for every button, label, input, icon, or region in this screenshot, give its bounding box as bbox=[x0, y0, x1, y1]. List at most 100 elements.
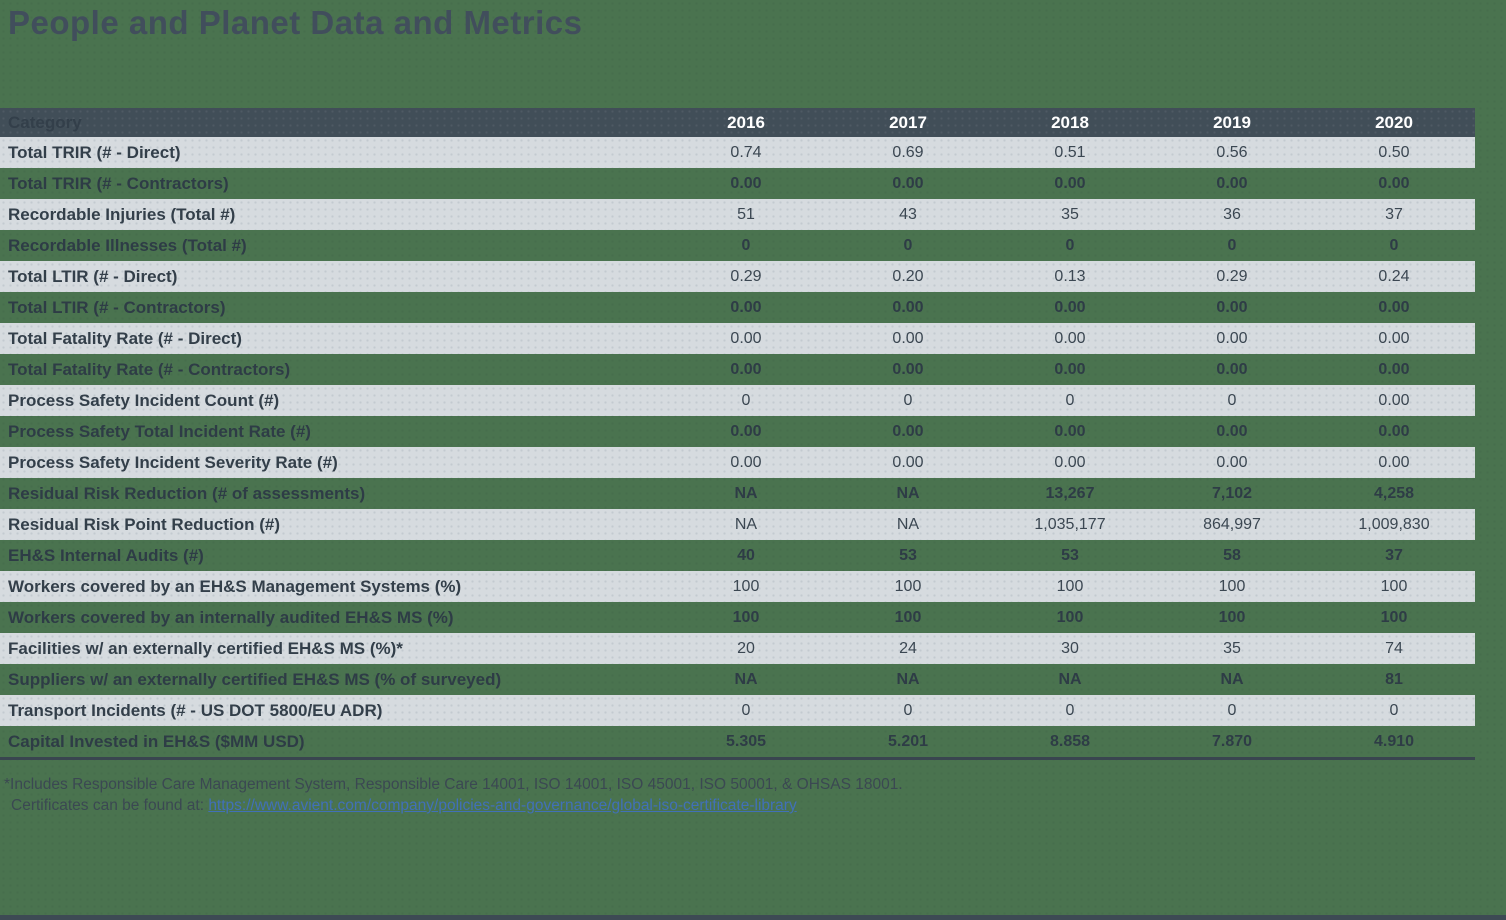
row-value-cell: 4,258 bbox=[1373, 484, 1415, 502]
row-value-cell: NA bbox=[896, 670, 920, 688]
table-body: Total TRIR (# - Direct) 0.74 0.69 0.51 0.56 0… bbox=[0, 137, 1475, 760]
row-value-cell: 0.13 bbox=[1054, 267, 1086, 285]
row-value-cell: 0 bbox=[903, 391, 913, 409]
row-value-cell: 24 bbox=[899, 639, 917, 657]
row-category-label: Process Safety Incident Severity Rate (#… bbox=[8, 452, 338, 472]
row-value-cell: 0 bbox=[1065, 236, 1075, 254]
row-value-cell: 35 bbox=[1061, 205, 1079, 223]
row-value-cell: 0.00 bbox=[1216, 360, 1248, 378]
certificate-library-link[interactable]: https://www.avient.com/company/policies-… bbox=[208, 797, 797, 814]
row-value-cell: 8.858 bbox=[1049, 732, 1091, 750]
row-value-cell: 0.00 bbox=[1216, 422, 1248, 440]
table-row: Recordable Illnesses (Total #) 0 0 0 0 0 bbox=[0, 230, 1475, 261]
row-value-cell: 7,102 bbox=[1211, 484, 1253, 502]
row-value-cell: 0.00 bbox=[892, 174, 924, 192]
column-header-year: 2018 bbox=[1051, 112, 1089, 132]
row-value-cell: NA bbox=[896, 515, 920, 533]
row-value-cell: 100 bbox=[1380, 577, 1408, 595]
row-value-cell: NA bbox=[896, 484, 920, 502]
row-value-cell: 0.00 bbox=[1054, 298, 1086, 316]
row-category-label: Facilities w/ an externally certified EH… bbox=[8, 638, 403, 658]
footnote-line2: Certificates can be found at: https://ww… bbox=[4, 795, 903, 816]
row-value-cell: 0.00 bbox=[1054, 329, 1086, 347]
row-value-cell: 0.56 bbox=[1216, 143, 1248, 161]
row-value-cell: 100 bbox=[1056, 608, 1084, 626]
row-value-cell: 100 bbox=[1218, 608, 1246, 626]
row-value-cell: 864,997 bbox=[1203, 515, 1261, 533]
row-value-cell: 51 bbox=[737, 205, 755, 223]
column-header-year: 2017 bbox=[889, 112, 927, 132]
table-row: Recordable Injuries (Total #) 51 43 35 36 37 bbox=[0, 199, 1475, 230]
table-row: Process Safety Total Incident Rate (#) 0.… bbox=[0, 416, 1475, 447]
table-row: Capital Invested in EH&S ($MM USD) 5.305 5… bbox=[0, 726, 1475, 757]
row-value-cell: 0.00 bbox=[1216, 174, 1248, 192]
row-value-cell: 0.29 bbox=[1216, 267, 1248, 285]
row-value-cell: 0.51 bbox=[1054, 143, 1086, 161]
column-header-category: Category bbox=[8, 112, 82, 132]
row-category-label: Process Safety Total Incident Rate (#) bbox=[8, 421, 311, 441]
row-value-cell: 0.00 bbox=[1378, 391, 1410, 409]
row-value-cell: 0 bbox=[1065, 701, 1075, 719]
row-value-cell: 0 bbox=[1065, 391, 1075, 409]
row-value-cell: 0.74 bbox=[730, 143, 762, 161]
row-value-cell: 0.50 bbox=[1378, 143, 1410, 161]
row-category-label: Total TRIR (# - Contractors) bbox=[8, 173, 229, 193]
row-category-label: Total Fatality Rate (# - Contractors) bbox=[8, 359, 291, 379]
row-value-cell: 0.00 bbox=[1378, 298, 1410, 316]
row-value-cell: 0 bbox=[1227, 391, 1237, 409]
row-value-cell: 0.00 bbox=[1378, 453, 1410, 471]
row-value-cell: 0.00 bbox=[730, 422, 762, 440]
row-value-cell: 37 bbox=[1385, 546, 1403, 564]
row-value-cell: 0 bbox=[1389, 236, 1399, 254]
row-category-label: Workers covered by an EH&S Management Sy… bbox=[8, 576, 462, 596]
row-value-cell: 0.00 bbox=[1216, 298, 1248, 316]
row-value-cell: 0.00 bbox=[1378, 422, 1410, 440]
row-value-cell: NA bbox=[1220, 670, 1244, 688]
row-value-cell: 0.00 bbox=[1378, 329, 1410, 347]
row-category-label: Residual Risk Reduction (# of assessment… bbox=[8, 483, 366, 503]
row-value-cell: 0.00 bbox=[1216, 453, 1248, 471]
row-value-cell: 0.29 bbox=[730, 267, 762, 285]
row-value-cell: 5.305 bbox=[725, 732, 767, 750]
row-value-cell: 100 bbox=[732, 577, 760, 595]
row-value-cell: 0.00 bbox=[730, 298, 762, 316]
page-title: People and Planet Data and Metrics bbox=[8, 4, 583, 41]
row-category-label: Suppliers w/ an externally certified EH&… bbox=[8, 669, 502, 689]
row-value-cell: 0.00 bbox=[892, 298, 924, 316]
row-value-cell: 0.00 bbox=[1378, 360, 1410, 378]
row-value-cell: 0 bbox=[741, 701, 751, 719]
row-category-label: Total TRIR (# - Direct) bbox=[8, 142, 181, 162]
row-value-cell: 0 bbox=[741, 236, 751, 254]
row-value-cell: 100 bbox=[894, 608, 922, 626]
row-category-label: Total LTIR (# - Contractors) bbox=[8, 297, 226, 317]
row-value-cell: 58 bbox=[1223, 546, 1241, 564]
row-value-cell: 0.00 bbox=[730, 174, 762, 192]
row-value-cell: 36 bbox=[1223, 205, 1241, 223]
table-row: EH&S Internal Audits (#) 40 53 53 58 37 bbox=[0, 540, 1475, 571]
table-row: Total LTIR (# - Direct) 0.29 0.20 0.13 0.29 0… bbox=[0, 261, 1475, 292]
table-row: Total TRIR (# - Direct) 0.74 0.69 0.51 0.56 0… bbox=[0, 137, 1475, 168]
row-value-cell: 100 bbox=[1380, 608, 1408, 626]
row-value-cell: 100 bbox=[732, 608, 760, 626]
row-value-cell: 0 bbox=[1227, 701, 1237, 719]
table-row: Process Safety Incident Count (#) 0 0 0 0 0.0… bbox=[0, 385, 1475, 416]
table-row: Total TRIR (# - Contractors) 0.00 0.00 0.00… bbox=[0, 168, 1475, 199]
row-category-label: Transport Incidents (# - US DOT 5800/EU … bbox=[8, 700, 383, 720]
row-value-cell: 1,035,177 bbox=[1034, 515, 1106, 533]
row-value-cell: 30 bbox=[1061, 639, 1079, 657]
row-category-label: Recordable Illnesses (Total #) bbox=[8, 235, 247, 255]
row-value-cell: 4.910 bbox=[1373, 732, 1415, 750]
row-value-cell: 13,267 bbox=[1045, 484, 1095, 502]
row-value-cell: 40 bbox=[737, 546, 755, 564]
row-category-label: EH&S Internal Audits (#) bbox=[8, 545, 204, 565]
table-header-row: Category 2016 2017 2018 2019 2020 bbox=[0, 108, 1475, 137]
row-value-cell: 81 bbox=[1385, 670, 1403, 688]
metrics-table: Category 2016 2017 2018 2019 2020 Total TRIR… bbox=[0, 108, 1475, 760]
row-value-cell: 0.00 bbox=[892, 453, 924, 471]
table-row: Process Safety Incident Severity Rate (#… bbox=[0, 447, 1475, 478]
row-value-cell: 7.870 bbox=[1211, 732, 1253, 750]
table-row: Residual Risk Point Reduction (#) NA NA 1,0… bbox=[0, 509, 1475, 540]
row-value-cell: 0.00 bbox=[730, 360, 762, 378]
row-value-cell: 0.00 bbox=[1054, 453, 1086, 471]
row-category-label: Capital Invested in EH&S ($MM USD) bbox=[8, 731, 305, 751]
